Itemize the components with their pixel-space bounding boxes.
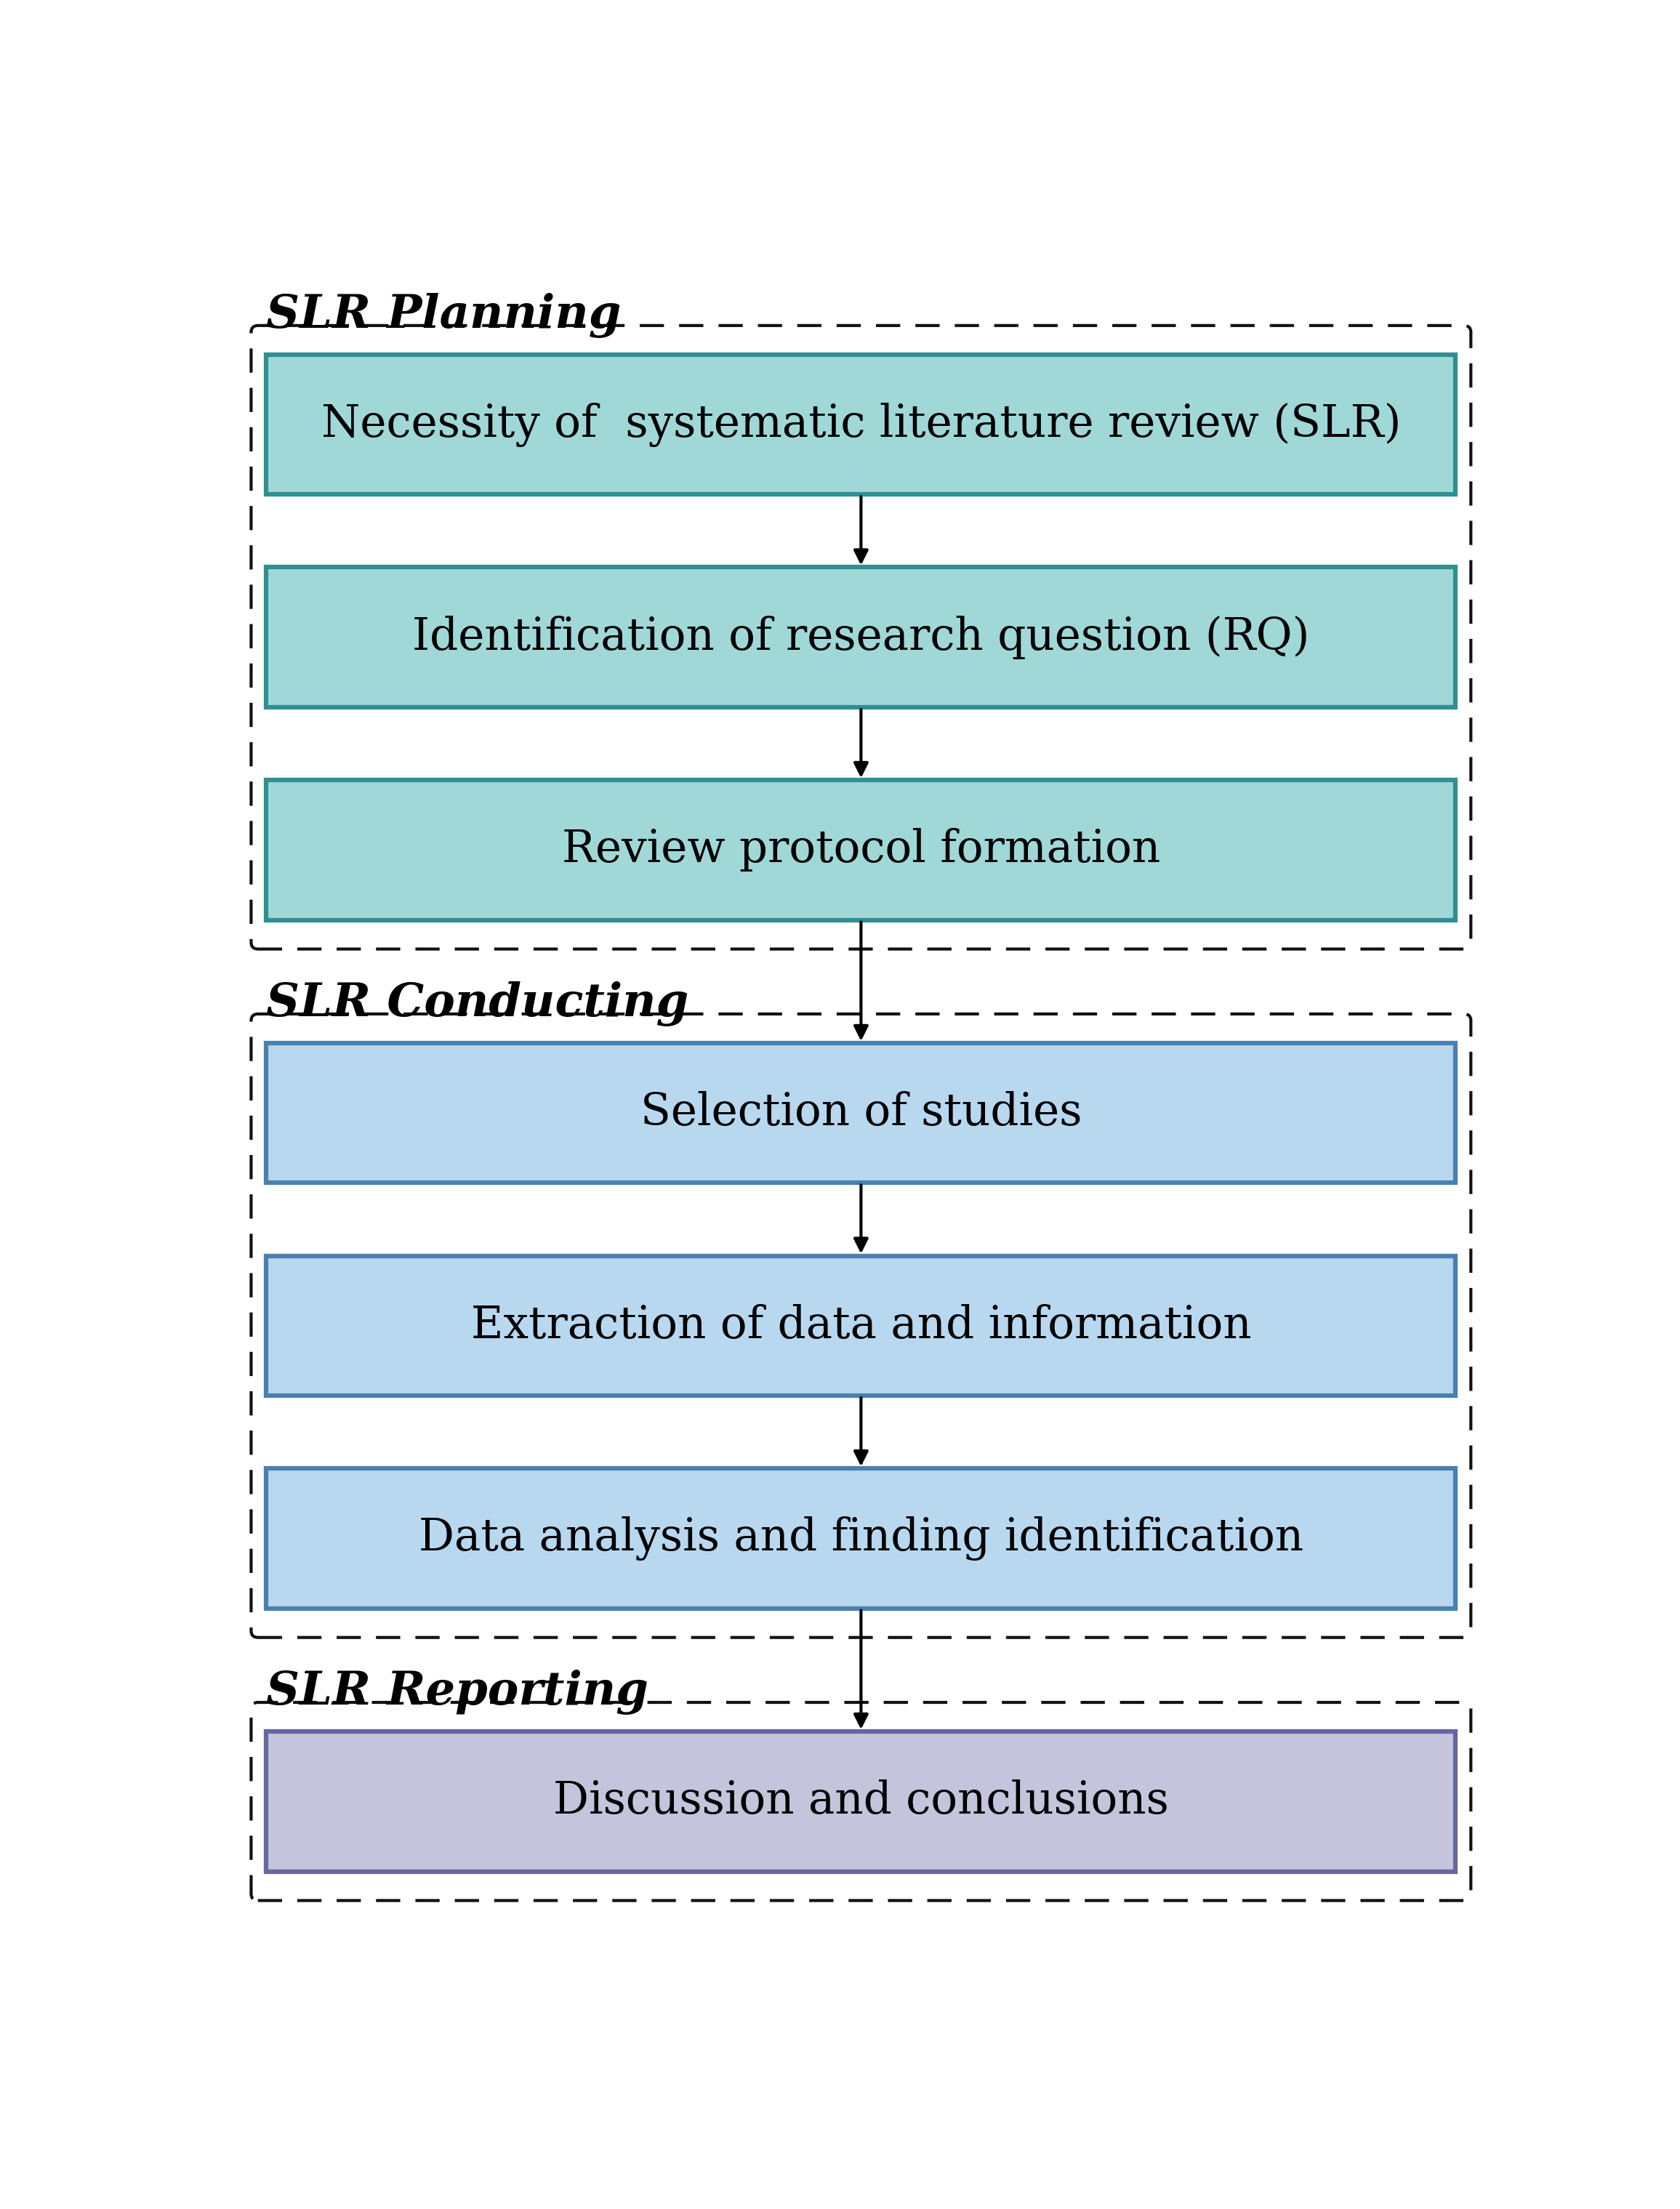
Text: Review protocol formation: Review protocol formation bbox=[561, 828, 1161, 873]
Text: Data analysis and finding identification: Data analysis and finding identification bbox=[418, 1515, 1304, 1560]
Text: Extraction of data and information: Extraction of data and information bbox=[470, 1303, 1252, 1347]
Text: Identification of research question (RQ): Identification of research question (RQ) bbox=[412, 616, 1310, 658]
Text: SLR Conducting: SLR Conducting bbox=[267, 981, 689, 1027]
Text: SLR Reporting: SLR Reporting bbox=[267, 1670, 648, 1714]
FancyBboxPatch shape bbox=[267, 1255, 1455, 1396]
FancyBboxPatch shape bbox=[267, 1043, 1455, 1184]
FancyBboxPatch shape bbox=[267, 1469, 1455, 1608]
Text: Discussion and conclusions: Discussion and conclusions bbox=[553, 1780, 1169, 1822]
FancyBboxPatch shape bbox=[267, 568, 1455, 707]
Text: Necessity of  systematic literature review (SLR): Necessity of systematic literature revie… bbox=[321, 402, 1401, 446]
FancyBboxPatch shape bbox=[267, 780, 1455, 919]
Text: Selection of studies: Selection of studies bbox=[640, 1091, 1082, 1135]
Text: SLR Planning: SLR Planning bbox=[267, 294, 622, 338]
FancyBboxPatch shape bbox=[267, 1732, 1455, 1871]
FancyBboxPatch shape bbox=[267, 356, 1455, 495]
